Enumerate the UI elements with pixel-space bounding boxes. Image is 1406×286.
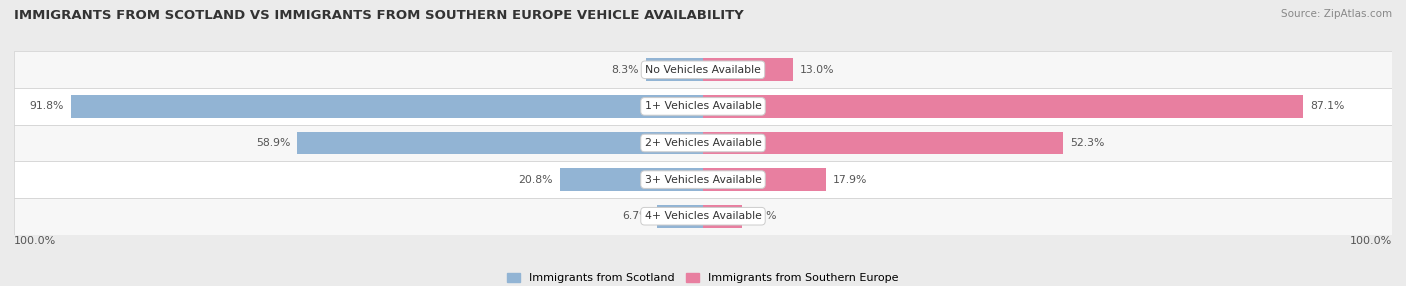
Bar xyxy=(14,88,1392,125)
Bar xyxy=(14,51,1392,88)
Bar xyxy=(14,125,1392,161)
Text: 20.8%: 20.8% xyxy=(519,175,553,184)
Text: 4+ Vehicles Available: 4+ Vehicles Available xyxy=(644,211,762,221)
Text: 100.0%: 100.0% xyxy=(1350,236,1392,246)
Text: 58.9%: 58.9% xyxy=(256,138,290,148)
Bar xyxy=(703,58,793,81)
Bar xyxy=(14,161,1392,198)
Bar xyxy=(657,205,703,228)
Legend: Immigrants from Scotland, Immigrants from Southern Europe: Immigrants from Scotland, Immigrants fro… xyxy=(503,268,903,286)
Text: Source: ZipAtlas.com: Source: ZipAtlas.com xyxy=(1281,9,1392,19)
Text: No Vehicles Available: No Vehicles Available xyxy=(645,65,761,75)
Bar xyxy=(703,95,1303,118)
Bar xyxy=(703,132,1063,154)
Bar xyxy=(14,198,1392,235)
Text: 2+ Vehicles Available: 2+ Vehicles Available xyxy=(644,138,762,148)
Text: IMMIGRANTS FROM SCOTLAND VS IMMIGRANTS FROM SOUTHERN EUROPE VEHICLE AVAILABILITY: IMMIGRANTS FROM SCOTLAND VS IMMIGRANTS F… xyxy=(14,9,744,21)
Text: 13.0%: 13.0% xyxy=(800,65,834,75)
Text: 91.8%: 91.8% xyxy=(30,102,63,111)
Bar xyxy=(70,95,703,118)
Text: 17.9%: 17.9% xyxy=(834,175,868,184)
Bar xyxy=(560,168,703,191)
Text: 100.0%: 100.0% xyxy=(14,236,56,246)
Text: 1+ Vehicles Available: 1+ Vehicles Available xyxy=(644,102,762,111)
Text: 5.7%: 5.7% xyxy=(749,211,776,221)
Text: 52.3%: 52.3% xyxy=(1070,138,1105,148)
Text: 87.1%: 87.1% xyxy=(1310,102,1344,111)
Text: 6.7%: 6.7% xyxy=(623,211,650,221)
Text: 8.3%: 8.3% xyxy=(612,65,638,75)
Bar xyxy=(703,168,827,191)
Text: 3+ Vehicles Available: 3+ Vehicles Available xyxy=(644,175,762,184)
Bar xyxy=(297,132,703,154)
Bar xyxy=(703,205,742,228)
Bar xyxy=(645,58,703,81)
